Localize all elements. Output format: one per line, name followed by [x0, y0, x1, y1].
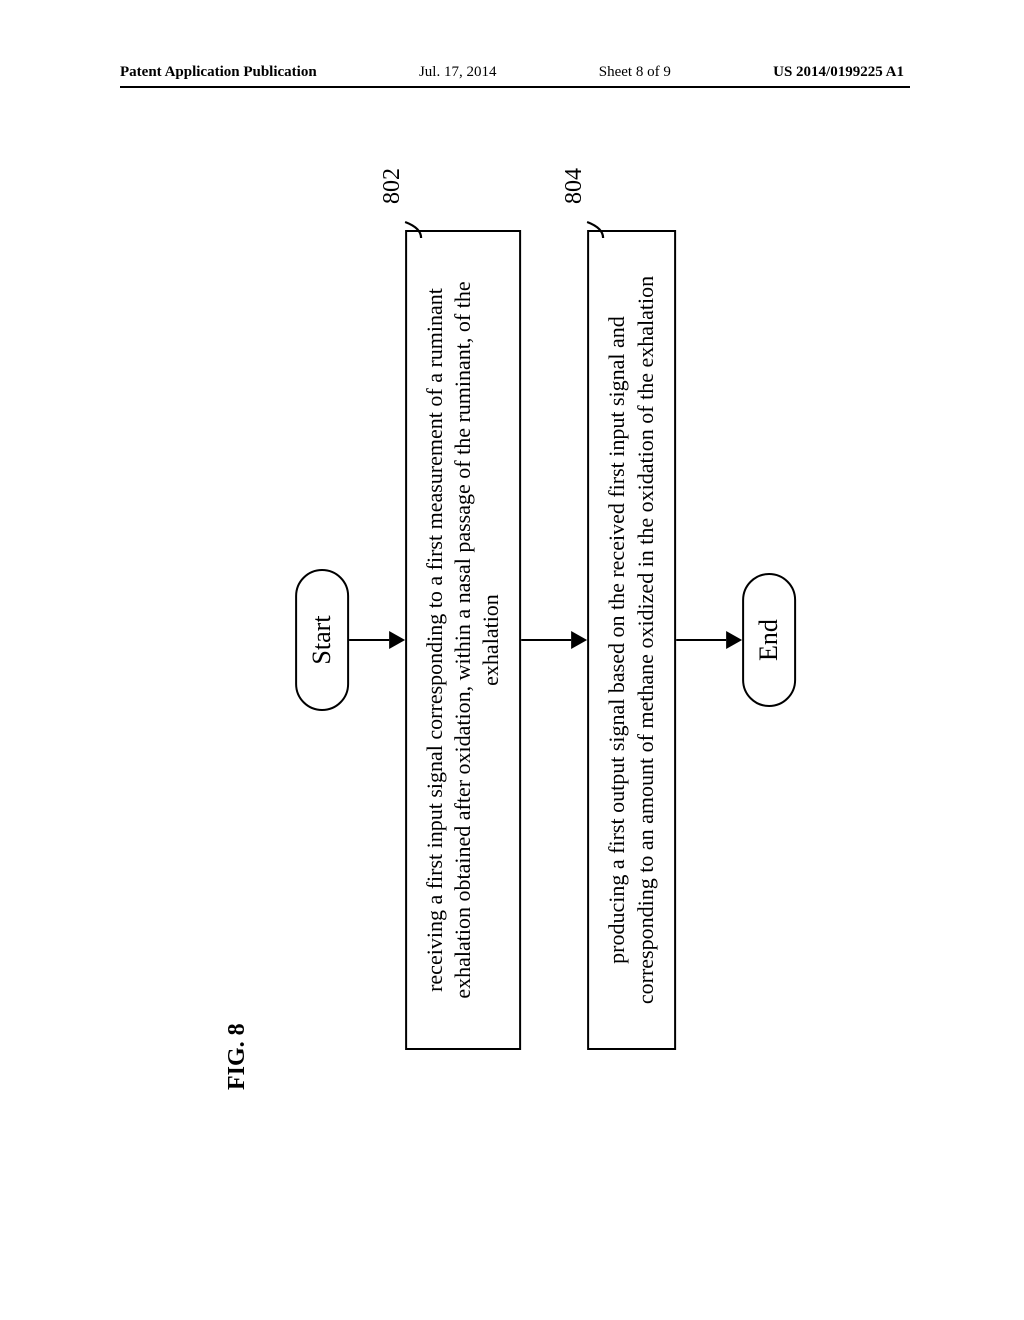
header-publication: Patent Application Publication: [120, 64, 317, 81]
flowchart: Start 802 receiving a first input signal…: [295, 180, 796, 1100]
arrow-shaft: [522, 639, 572, 642]
arrow-shaft: [676, 639, 726, 642]
page-header: Patent Application Publication Jul. 17, …: [0, 64, 1024, 81]
terminator-start: Start: [295, 569, 349, 710]
step-ref: 804: [560, 168, 591, 204]
arrow-head-icon: [572, 631, 588, 649]
step-ref: 802: [377, 168, 408, 204]
callout-tick-icon: [586, 218, 606, 238]
arrow-head-icon: [389, 631, 405, 649]
terminator-end: End: [742, 573, 796, 707]
arrow-shaft: [349, 639, 389, 642]
header-sheet: Sheet 8 of 9: [599, 64, 671, 81]
step-box: 802 receiving a first input signal corre…: [405, 230, 521, 1050]
step-text: producing a first output signal based on…: [605, 276, 658, 1004]
header-pubnumber: US 2014/0199225 A1: [773, 64, 904, 81]
arrow: [676, 631, 742, 649]
header-rule: [120, 86, 910, 88]
step-box: 804 producing a first output signal base…: [588, 230, 676, 1050]
figure-label: FIG. 8: [224, 180, 251, 1090]
arrow: [522, 631, 588, 649]
step-text: receiving a first input signal correspon…: [422, 281, 503, 998]
arrow-head-icon: [726, 631, 742, 649]
header-date: Jul. 17, 2014: [419, 64, 497, 81]
arrow: [349, 631, 405, 649]
figure-8: FIG. 8 Start 802 receiving a first input…: [224, 180, 796, 1100]
callout-tick-icon: [403, 218, 423, 238]
